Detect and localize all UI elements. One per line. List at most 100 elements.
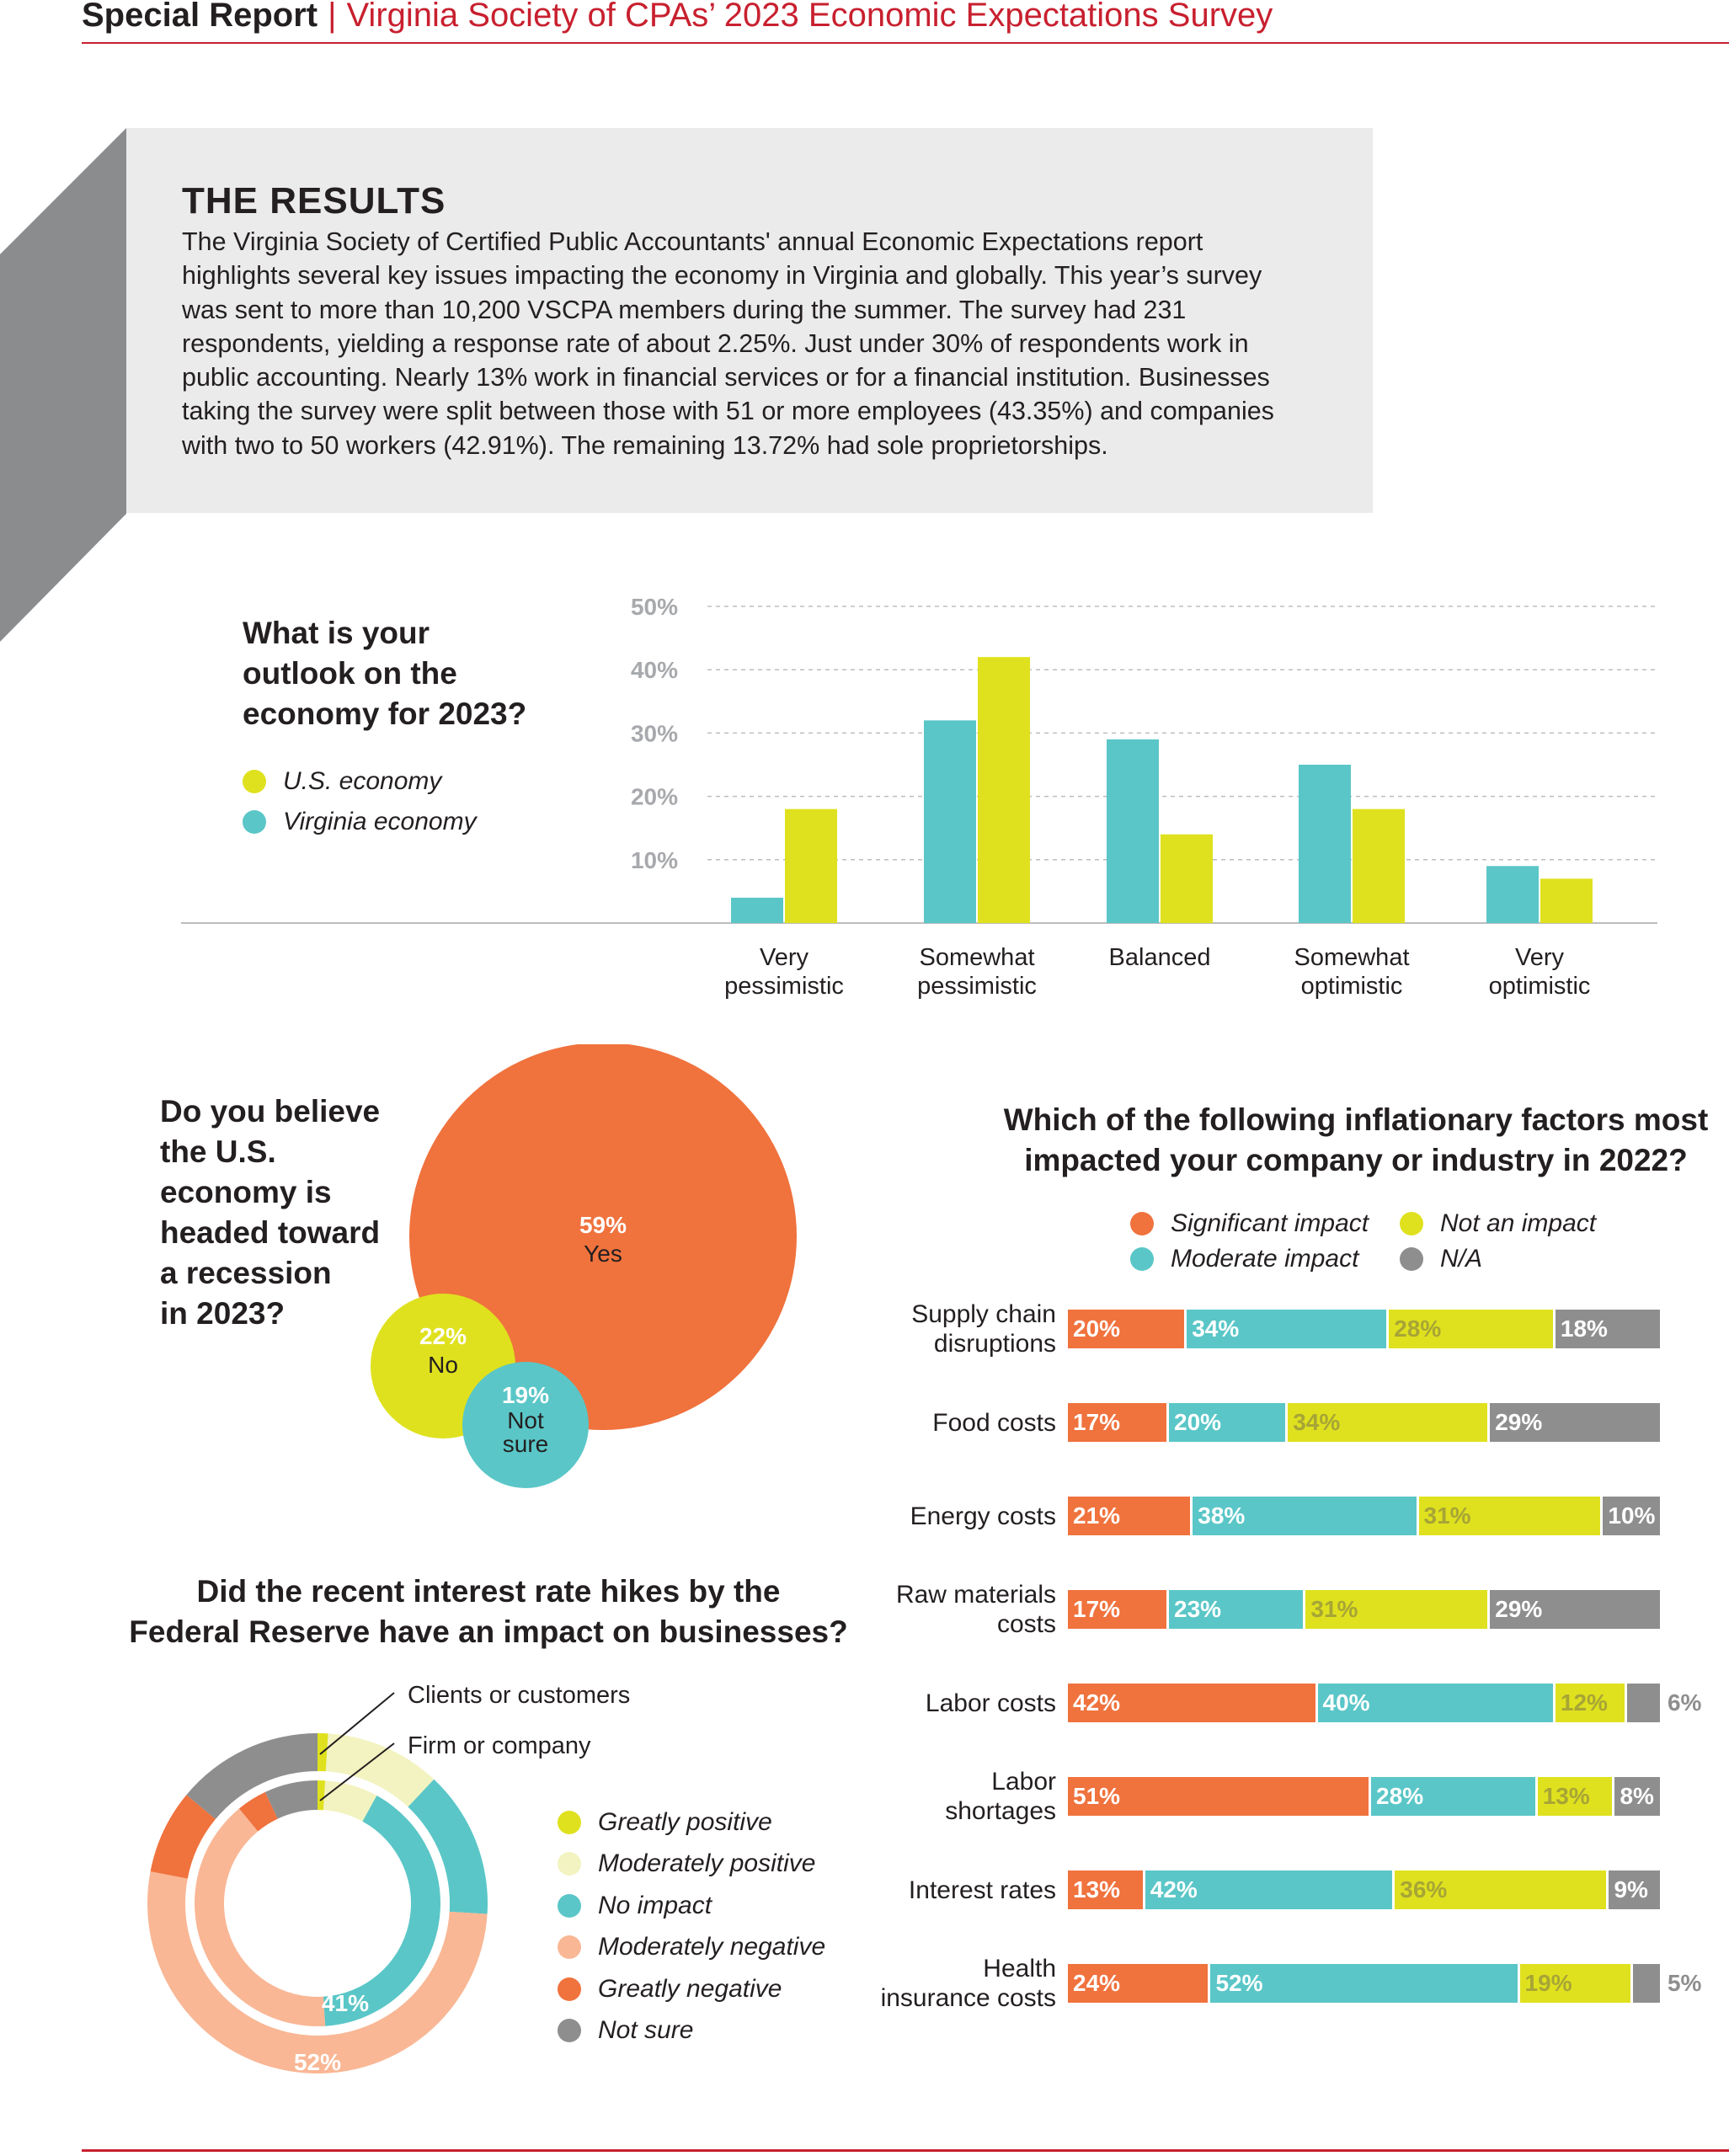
not-sure-label: Not: [507, 1407, 544, 1433]
segment-value: 28%: [1394, 1315, 1442, 1342]
y-tick-label: 50%: [631, 594, 678, 620]
legend-label: Not sure: [598, 2016, 694, 2045]
callout-line: [319, 1692, 395, 1755]
stacked-bar-row: 24% 52% 19% 5%: [1068, 1964, 1701, 2003]
x-tick-label: Somewhat: [919, 944, 1034, 971]
title-line: the U.S.: [160, 1134, 276, 1169]
bar-segment: 34%: [1288, 1403, 1491, 1442]
legend-label: Greatly positive: [598, 1807, 772, 1836]
footer-rule: [82, 2149, 1729, 2152]
inflation-legend: Significant impact Not an impact Moderat…: [1130, 1209, 1619, 1273]
yes-label: Yes: [584, 1241, 622, 1267]
legend-label: Significant impact: [1171, 1209, 1369, 1237]
segment-value: 34%: [1293, 1409, 1341, 1435]
orange-dot-icon: [1130, 1212, 1154, 1235]
title-line: a recession: [160, 1256, 332, 1290]
bar-segment: 31%: [1305, 1590, 1491, 1629]
segment-value: 17%: [1073, 1409, 1121, 1435]
decorative-chevron: [0, 128, 126, 642]
segment-value: 38%: [1198, 1502, 1246, 1529]
lime-dot-icon: [1400, 1212, 1423, 1235]
results-panel: [126, 128, 1373, 513]
segment-value: 31%: [1423, 1502, 1471, 1529]
title-line: Federal Reserve have an impact on busine…: [129, 1614, 848, 1649]
segment-value: 17%: [1073, 1596, 1121, 1622]
row-label: Health insurance costs: [880, 1955, 1056, 2012]
bar-virginia: [1486, 866, 1539, 923]
segment-value: 42%: [1073, 1689, 1121, 1716]
row-label: Interest rates: [908, 1876, 1056, 1904]
bar-us: [978, 657, 1030, 923]
segment-value: 13%: [1073, 1876, 1121, 1903]
row-label: Labor shortages: [945, 1768, 1056, 1825]
bar-segment: 31%: [1418, 1497, 1604, 1535]
outer-ring-value: 52%: [294, 2049, 341, 2075]
no-percent: 22%: [419, 1323, 467, 1349]
gray-dot-icon: [1400, 1247, 1423, 1271]
legend-item-significant: Significant impact: [1130, 1209, 1400, 1238]
pale-lime-dot-icon: [558, 1852, 581, 1876]
title-line: economy is: [160, 1175, 332, 1209]
legend-label: Moderately positive: [598, 1849, 816, 1878]
legend-item-greatly-negative: Greatly negative: [558, 1968, 825, 2010]
stacked-bar-row: 21% 38% 31% 10%: [1068, 1497, 1662, 1535]
bar-us: [1353, 808, 1405, 923]
not-sure-label: sure: [503, 1431, 548, 1457]
segment-value: 5%: [1667, 1970, 1702, 1996]
bar-segment: 19%: [1519, 1964, 1633, 2003]
y-tick-label: 20%: [631, 784, 678, 810]
bar-segment: 12%: [1555, 1684, 1627, 1722]
teal-dot-icon: [243, 810, 266, 834]
teal-dot-icon: [558, 1893, 581, 1918]
bar-segment: 29%: [1490, 1403, 1662, 1442]
x-tick-label: pessimistic: [917, 973, 1037, 1000]
bar-segment: 42%: [1068, 1684, 1318, 1722]
segment-value: 28%: [1376, 1783, 1424, 1809]
row-label: Food costs: [932, 1408, 1056, 1437]
donut-segment: [323, 1780, 377, 1822]
legend-item-not-sure: Not sure: [558, 2010, 825, 2052]
bar-segment: 23%: [1169, 1590, 1306, 1629]
segment-value: 23%: [1174, 1596, 1222, 1622]
x-tick-label: Very: [1515, 944, 1565, 971]
bar-segment: 17%: [1068, 1403, 1170, 1442]
legend-label: Virginia economy: [283, 808, 477, 835]
donut-segment: [150, 1795, 216, 1879]
yes-percent: 59%: [579, 1212, 627, 1238]
header-separator: |: [328, 0, 337, 34]
header-title: Special Report | Virginia Society of CPAs’…: [82, 0, 1273, 35]
bar-virginia: [1299, 765, 1351, 923]
bar-segment: 29%: [1490, 1590, 1662, 1629]
legend-label: N/A: [1440, 1245, 1483, 1273]
title-line: Do you believe: [160, 1094, 381, 1129]
legend-item-moderately-positive: Moderately positive: [558, 1844, 825, 1886]
x-tick-label: optimistic: [1301, 973, 1403, 1000]
segment-value: 36%: [1400, 1876, 1448, 1903]
bar-segment: 24%: [1068, 1964, 1211, 2003]
bar-segment: 42%: [1145, 1870, 1395, 1909]
segment-value: 6%: [1667, 1689, 1702, 1716]
segment-value: 52%: [1215, 1970, 1263, 1996]
legend-item-moderately-negative: Moderately negative: [558, 1927, 825, 1969]
donut-segment: [264, 1780, 318, 1819]
legend-label: Greatly negative: [598, 1974, 782, 2003]
legend-item-na: N/A: [1400, 1245, 1619, 1273]
row-label: Labor costs: [925, 1689, 1056, 1717]
rates-legend: Greatly positive Moderately positive No …: [558, 1801, 825, 2052]
title-line: in 2023?: [160, 1296, 285, 1331]
bubble-not-sure: [462, 1362, 589, 1488]
segment-value: 40%: [1322, 1689, 1370, 1716]
x-tick-label: optimistic: [1489, 973, 1591, 1000]
segment-value: 42%: [1150, 1876, 1198, 1903]
inner-ring-value: 41%: [322, 1990, 369, 2016]
donut-segment: [408, 1779, 488, 1914]
bar-virginia: [924, 720, 976, 923]
bar-us: [785, 808, 837, 923]
bar-segment: 6%: [1626, 1684, 1701, 1722]
orange-dot-icon: [558, 1977, 581, 2001]
segment-value: 12%: [1560, 1689, 1608, 1716]
bar-segment: 17%: [1068, 1590, 1170, 1629]
stacked-bar-row: 20% 34% 28% 18%: [1068, 1310, 1662, 1348]
bar-segment: 36%: [1395, 1870, 1609, 1909]
title-line: impacted your company or industry in 202…: [1024, 1143, 1688, 1177]
